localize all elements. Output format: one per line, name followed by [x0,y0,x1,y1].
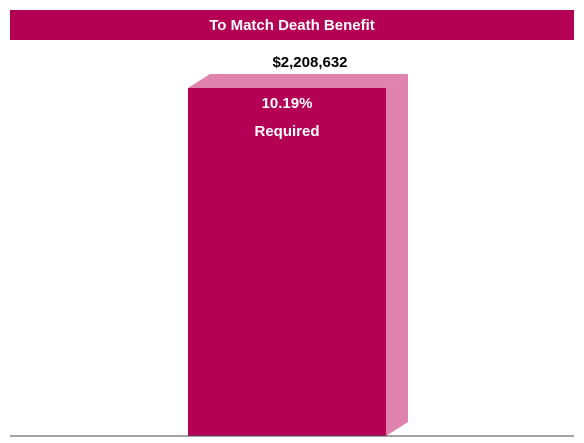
bar-top-face [188,74,408,88]
bar-value-label: $2,208,632 [272,54,347,71]
bar-required-label: Required [254,123,319,140]
bar [188,88,386,436]
chart-title: To Match Death Benefit [10,10,574,40]
bars-layer [188,74,408,436]
bar-side-face [386,74,408,436]
bar-percent-label: 10.19% [262,95,313,112]
